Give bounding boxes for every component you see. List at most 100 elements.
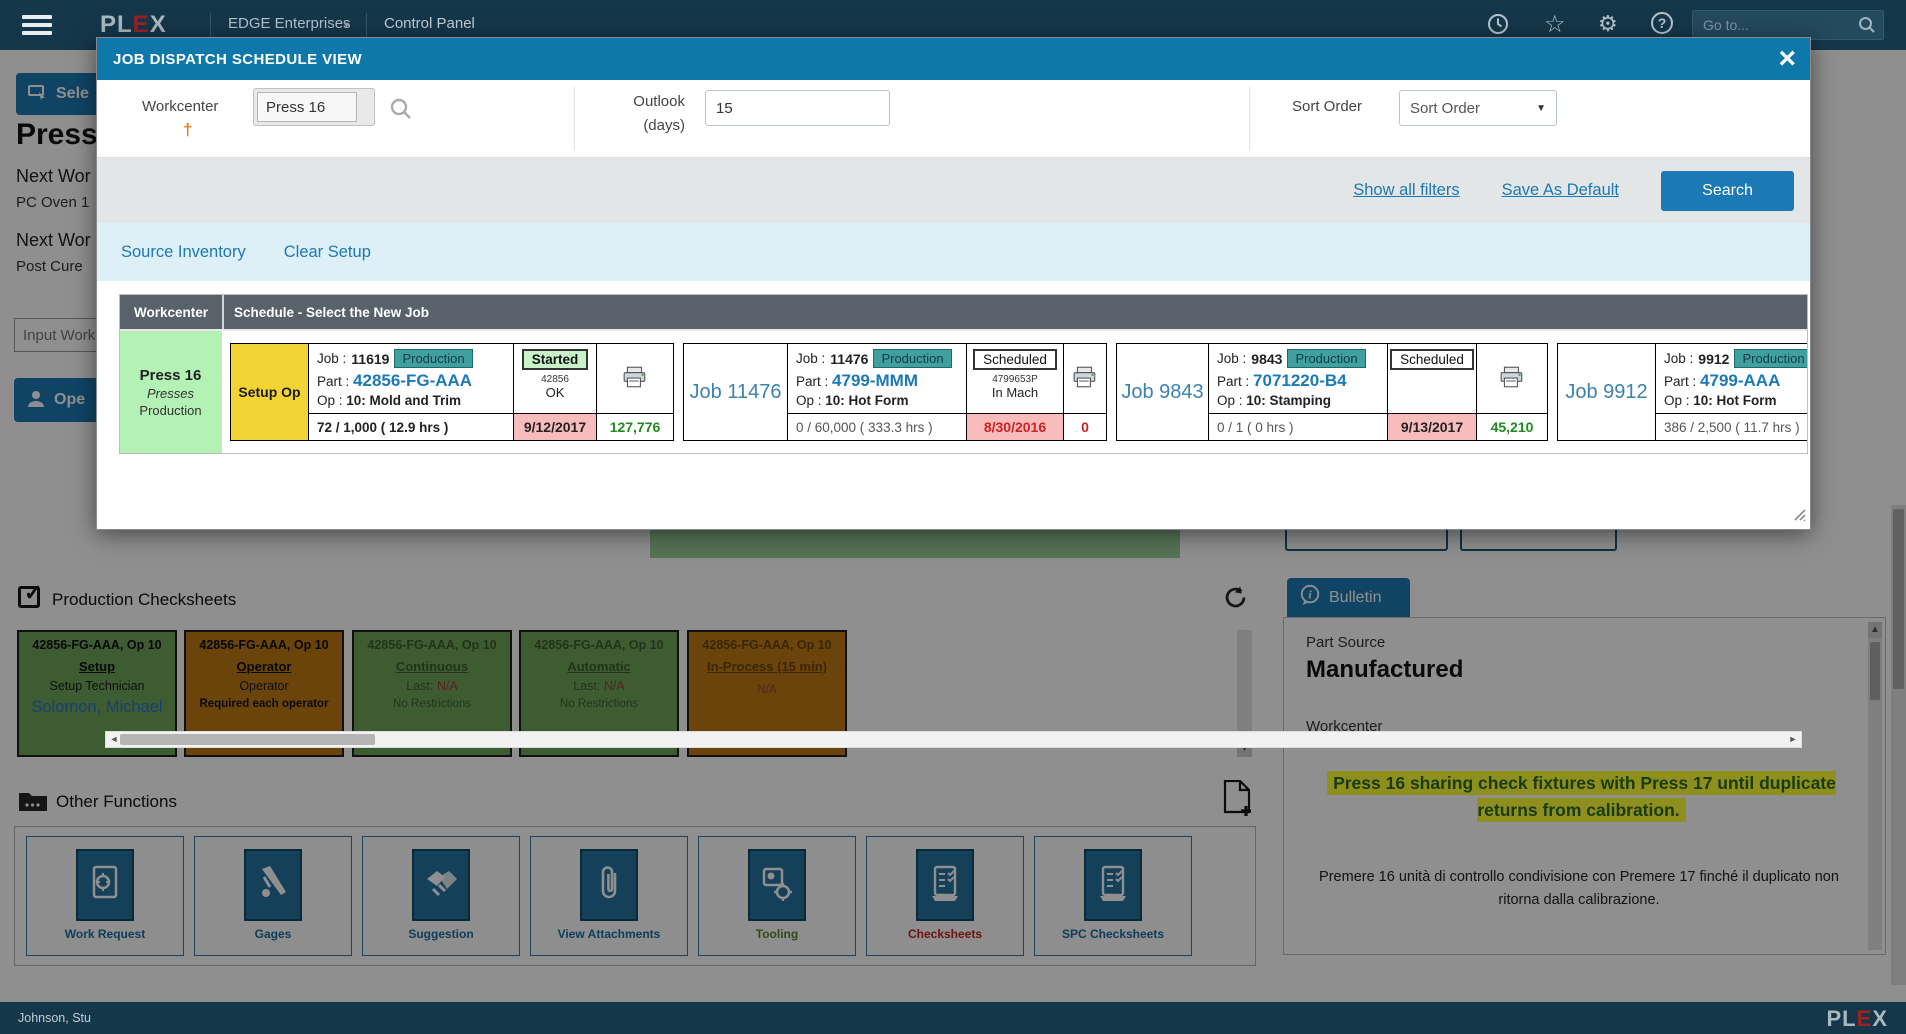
- print-icon[interactable]: [597, 344, 673, 413]
- workcenter-search-icon[interactable]: [389, 97, 413, 126]
- operator-name-link[interactable]: Solomon, Michael: [31, 697, 163, 716]
- schedule-column-header: Schedule - Select the New Job: [222, 295, 1807, 329]
- plex-logo[interactable]: PLEX: [100, 11, 167, 38]
- part-number-link[interactable]: 4799-MMM: [832, 371, 918, 390]
- filter-row: Workcenter † Outlook (days) Sort Order S…: [97, 80, 1810, 158]
- show-all-filters-link[interactable]: Show all filters: [1353, 181, 1460, 199]
- production-badge: Production: [1734, 349, 1807, 368]
- goto-search-input[interactable]: [1693, 11, 1853, 39]
- job-metric: 0: [1081, 419, 1089, 435]
- job-due-date: 8/30/2016: [966, 414, 1064, 440]
- scroll-left-icon[interactable]: ◄: [109, 734, 119, 744]
- resize-grip-icon[interactable]: [1790, 505, 1806, 526]
- outlook-days-input[interactable]: [705, 90, 890, 126]
- setup-op-cell[interactable]: Setup Op: [231, 344, 309, 440]
- page-scrollbar[interactable]: [1891, 505, 1906, 985]
- menu-icon[interactable]: [22, 15, 52, 39]
- checkbox-icon: ✓: [18, 580, 42, 608]
- filter-actions-band: Show all filters Save As Default Search: [97, 158, 1810, 223]
- tile-suggestion[interactable]: Suggestion: [362, 836, 520, 956]
- checksheet-type-link[interactable]: Continuous: [395, 658, 469, 674]
- source-inventory-link[interactable]: Source Inventory: [121, 242, 246, 261]
- production-badge: Production: [1287, 349, 1366, 368]
- search-button[interactable]: Search: [1661, 170, 1794, 211]
- scroll-up-icon[interactable]: ▲: [1868, 622, 1882, 638]
- checksheet-type-link[interactable]: Operator: [236, 658, 292, 674]
- part-number-link[interactable]: 4799-AAA: [1700, 371, 1781, 390]
- workcenter-input[interactable]: [257, 92, 357, 122]
- quick-links-band: Source Inventory Clear Setup: [97, 223, 1810, 281]
- workcenter-column-header: Workcenter: [133, 304, 209, 320]
- scrollbar-thumb[interactable]: [1893, 509, 1904, 689]
- company-selector[interactable]: EDGE Enterprises: [228, 15, 351, 32]
- bulletin-scrollbar[interactable]: ▲: [1868, 622, 1882, 950]
- schedule-cards-row: Setup Op Job :11619 Production Part : 428…: [222, 331, 1807, 453]
- plex-footer-logo: PLEX: [1826, 1006, 1888, 1031]
- table-row: Press 16 Presses Production Setup Op Job…: [120, 329, 1807, 453]
- divider: [1249, 86, 1250, 150]
- next-workcenter-label: Next Wor: [16, 230, 91, 250]
- save-as-default-link[interactable]: Save As Default: [1501, 181, 1619, 199]
- schedule-table: Workcenter Schedule - Select the New Job…: [119, 294, 1808, 454]
- checksheet-type-link[interactable]: Setup: [78, 658, 116, 674]
- tooling-icon: [748, 849, 806, 921]
- sort-order-select[interactable]: Sort Order ▼: [1399, 90, 1557, 126]
- job-due-date: 9/12/2017: [513, 414, 597, 440]
- part-number-link[interactable]: 7071220-B4: [1253, 371, 1347, 390]
- part-number-link[interactable]: 42856-FG-AAA: [353, 371, 473, 390]
- favorites-star-icon[interactable]: ☆: [1544, 11, 1566, 38]
- job-quantity: 0 / 1 ( 0 hrs ): [1217, 419, 1294, 435]
- print-icon[interactable]: [1477, 344, 1547, 413]
- add-document-icon[interactable]: [1222, 779, 1252, 823]
- production-badge: Production: [394, 349, 473, 368]
- scroll-right-icon[interactable]: ►: [1788, 734, 1798, 744]
- logged-in-user: Johnson, Stu: [18, 1011, 91, 1025]
- required-marker: †: [183, 120, 193, 139]
- job-link[interactable]: Job 9912: [1558, 344, 1656, 440]
- next-workcenter-label: Next Wor: [16, 166, 91, 186]
- job-card: Job 11476 Job :11476 Production Part : 47…: [683, 343, 1107, 441]
- job-due-date: 9/13/2017: [1387, 414, 1477, 440]
- outlook-filter-label: Outlook (days): [633, 93, 685, 134]
- workcenter-picker: [253, 88, 375, 126]
- chevron-down-icon[interactable]: ▼: [342, 20, 351, 30]
- close-icon[interactable]: ×: [1778, 42, 1796, 75]
- schedule-horiz-scrollbar[interactable]: ◄ ►: [105, 731, 1802, 748]
- clear-setup-link[interactable]: Clear Setup: [283, 242, 371, 261]
- checksheet-type-link[interactable]: Automatic: [567, 658, 631, 674]
- job-link[interactable]: Job 9843: [1117, 344, 1209, 440]
- operator-icon: [26, 389, 46, 412]
- tile-spc-checksheets[interactable]: SPC Checksheets: [1034, 836, 1192, 956]
- refresh-icon[interactable]: [1222, 584, 1249, 616]
- work-request-icon: [76, 849, 134, 921]
- modal-title: JOB DISPATCH SCHEDULE VIEW: [113, 50, 363, 68]
- goto-search-box: [1692, 10, 1884, 40]
- sort-order-label: Sort Order: [1292, 98, 1363, 115]
- tile-view-attachments[interactable]: View Attachments: [530, 836, 688, 956]
- scrollbar-thumb[interactable]: [1870, 642, 1880, 700]
- folder-icon: [18, 790, 48, 817]
- tile-work-request[interactable]: Work Request: [26, 836, 184, 956]
- print-icon[interactable]: [1064, 344, 1106, 413]
- tile-checksheets[interactable]: Checksheets: [866, 836, 1024, 956]
- checksheet-type-link[interactable]: In-Process (15 min): [707, 658, 827, 674]
- part-source-label: Part Source: [1306, 634, 1386, 651]
- divider: [366, 13, 367, 37]
- clock-icon[interactable]: [1487, 13, 1509, 41]
- help-icon[interactable]: ?: [1651, 12, 1673, 34]
- job-card: Job 9912 Job :9912 Production Part : 4799…: [1557, 343, 1807, 441]
- other-functions-panel: [14, 826, 1256, 966]
- tile-tooling[interactable]: Tooling: [698, 836, 856, 956]
- settings-gears-icon[interactable]: ⚙: [1598, 11, 1618, 36]
- job-link[interactable]: Job 11476: [684, 344, 788, 440]
- next-workcenter-value: Post Cure: [16, 258, 83, 275]
- tile-gages[interactable]: Gages: [194, 836, 352, 956]
- workcenter-title: Press: [16, 118, 98, 151]
- bulletin-highlight: Press 16 sharing check fixtures with Pre…: [1304, 770, 1859, 824]
- status-badge: Scheduled: [1390, 349, 1474, 370]
- scrollbar-thumb[interactable]: [120, 734, 375, 745]
- bulletin-button[interactable]: i Bulletin: [1287, 578, 1410, 617]
- part-source-value: Manufactured: [1306, 656, 1464, 683]
- suggestion-icon: [412, 849, 470, 921]
- search-icon[interactable]: [1858, 16, 1876, 39]
